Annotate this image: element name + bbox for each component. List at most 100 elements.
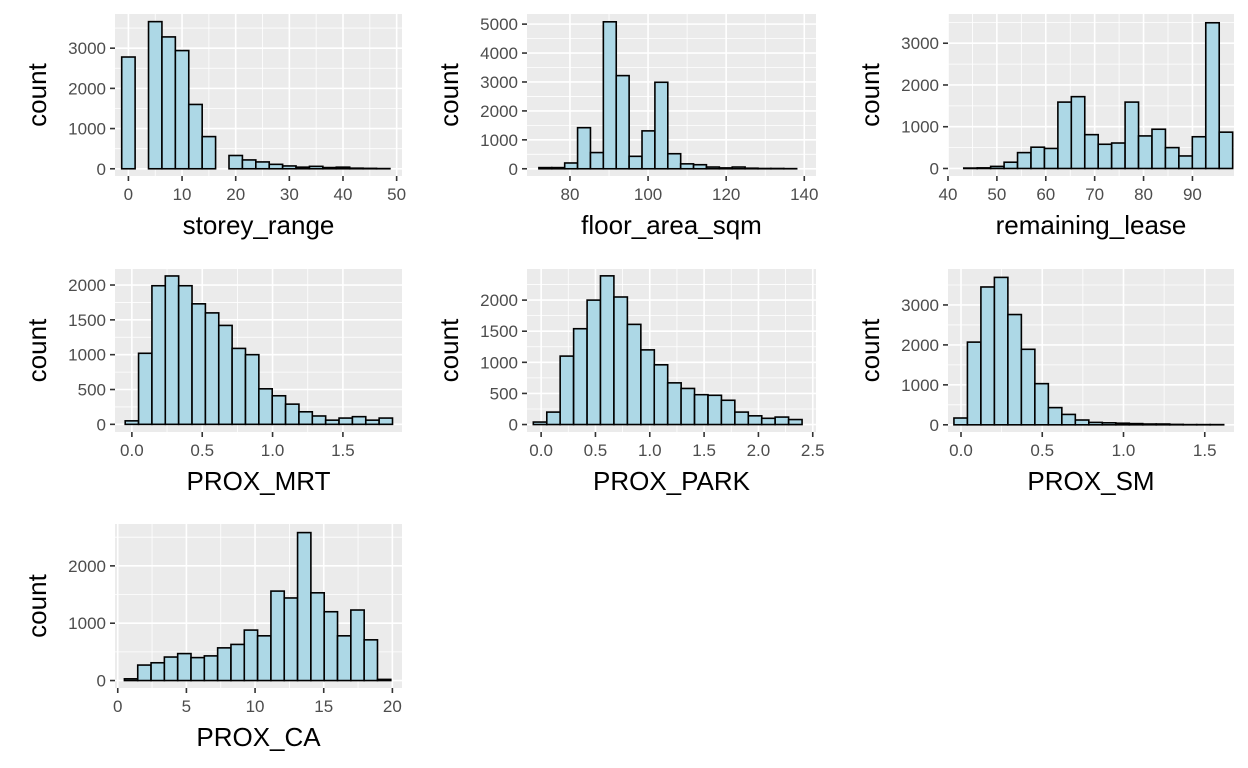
x-tick-label: 90 <box>1183 185 1202 204</box>
y-axis-title: count <box>855 62 885 126</box>
y-tick-label: 1000 <box>901 376 939 395</box>
histogram-bar <box>615 74 630 170</box>
y-tick-label: 1500 <box>480 322 518 341</box>
histogram-bar <box>1070 95 1086 170</box>
histogram-bar <box>1137 135 1153 170</box>
histogram-bar <box>163 656 179 682</box>
histogram-bar <box>980 286 996 426</box>
histogram-bar <box>1047 406 1063 426</box>
histogram-bar <box>680 387 696 426</box>
x-tick-label: 1.5 <box>331 441 355 460</box>
histogram-bar <box>150 661 166 682</box>
y-tick-label: 2000 <box>68 557 106 576</box>
histogram-bar <box>164 275 180 426</box>
histogram-bar <box>191 303 207 426</box>
histogram-bar <box>641 130 656 170</box>
histogram-bar <box>576 126 592 170</box>
x-tick-label: 2.0 <box>747 441 771 460</box>
y-axis-title: count <box>22 62 52 126</box>
histogram-bar <box>1178 155 1194 170</box>
histogram-bar <box>376 678 392 682</box>
x-tick-label: 1.0 <box>261 441 285 460</box>
histogram-bar <box>176 652 192 682</box>
histogram-bar <box>1003 161 1019 170</box>
histogram-bar <box>1155 423 1171 426</box>
x-tick-label: 0.5 <box>1030 441 1054 460</box>
histogram-bar <box>599 275 615 426</box>
y-tick-label: 5000 <box>480 15 518 34</box>
histogram-bar <box>707 394 723 426</box>
histogram-bar <box>243 629 259 682</box>
histogram-bar <box>550 166 566 170</box>
y-tick-label: 3000 <box>480 73 518 92</box>
histogram-bar <box>640 349 656 426</box>
histogram-bar <box>268 163 284 170</box>
x-tick-label: 0.0 <box>120 441 144 460</box>
histogram-bar <box>258 388 274 426</box>
y-tick-label: 0 <box>97 672 106 691</box>
histogram-bar <box>295 166 311 170</box>
y-tick-label: 1000 <box>480 353 518 372</box>
y-tick-label: 2000 <box>68 79 106 98</box>
histogram-bar <box>654 81 669 170</box>
histogram-bar <box>322 166 338 170</box>
x-tick-label: 30 <box>280 185 299 204</box>
histogram-panel-remaining-lease: 40 50 60 70 80 90 0 1000 2000 3000 remaining_lease… <box>855 14 1234 240</box>
histogram-bar <box>731 166 746 170</box>
histogram-bar <box>228 154 244 170</box>
x-tick-label: 10 <box>173 185 192 204</box>
histogram-bar <box>201 135 217 170</box>
histogram-bar <box>532 421 548 426</box>
histogram-bar <box>270 590 286 682</box>
histogram-bar <box>323 610 339 682</box>
histogram-bar <box>626 323 642 426</box>
x-tick-label: 0.5 <box>190 441 214 460</box>
x-tick-label: 20 <box>226 185 245 204</box>
histogram-panel-floor-area-sqm: 80 100 120 140 0 1000 2000 3000 4000 5000 floor_ar… <box>434 14 818 240</box>
histogram-bar <box>298 410 314 426</box>
x-tick-label: 120 <box>712 185 740 204</box>
x-tick-label: 80 <box>1134 185 1153 204</box>
histogram-bar <box>993 276 1009 426</box>
histogram-bar <box>187 103 203 170</box>
x-tick-label: 40 <box>939 185 958 204</box>
histogram-bar <box>204 312 220 426</box>
histogram-bar <box>1061 413 1077 426</box>
histogram-bar <box>255 161 271 170</box>
y-tick-label: 1000 <box>68 120 106 139</box>
histogram-bar <box>1128 422 1144 426</box>
histogram-bar <box>572 327 588 426</box>
x-tick-label: 140 <box>790 185 818 204</box>
x-tick-label: 50 <box>387 185 406 204</box>
x-tick-label: 100 <box>634 185 662 204</box>
x-tick-label: 0 <box>124 185 133 204</box>
histogram-bar <box>244 353 260 426</box>
x-tick-label: 5 <box>182 697 191 716</box>
histogram-panel-storey-range: 0 10 20 30 40 50 0 1000 2000 3000 storey_range coun… <box>22 14 406 240</box>
y-tick-label: 1000 <box>901 118 939 137</box>
histogram-bar <box>1124 101 1140 170</box>
histogram-bar <box>231 347 247 426</box>
histogram-bar <box>335 166 351 170</box>
y-tick-label: 4000 <box>480 44 518 63</box>
x-tick-label: 80 <box>560 185 579 204</box>
x-axis-title: remaining_lease <box>996 210 1187 240</box>
histogram-bar <box>151 284 167 426</box>
histogram-bar <box>718 167 734 170</box>
y-tick-label: 0 <box>509 416 518 435</box>
histogram-bar <box>216 647 232 682</box>
x-tick-label: 40 <box>334 185 353 204</box>
x-tick-label: 10 <box>246 697 265 716</box>
histogram-bar <box>586 299 602 426</box>
histogram-panel-prox-park: 0.0 0.5 1.0 1.5 2.0 2.5 0 500 1000 1500 2000 PROX_P… <box>434 269 825 496</box>
y-tick-label: 3000 <box>901 34 939 53</box>
histogram-bar <box>1101 422 1117 426</box>
histogram-bar <box>602 21 618 170</box>
histogram-bar <box>308 165 324 170</box>
histogram-bar <box>283 597 299 682</box>
histogram-bar <box>351 415 367 426</box>
histogram-bar <box>284 403 300 426</box>
x-tick-label: 2.5 <box>801 441 825 460</box>
histogram-bar <box>256 635 272 682</box>
histogram-bar <box>177 284 193 426</box>
